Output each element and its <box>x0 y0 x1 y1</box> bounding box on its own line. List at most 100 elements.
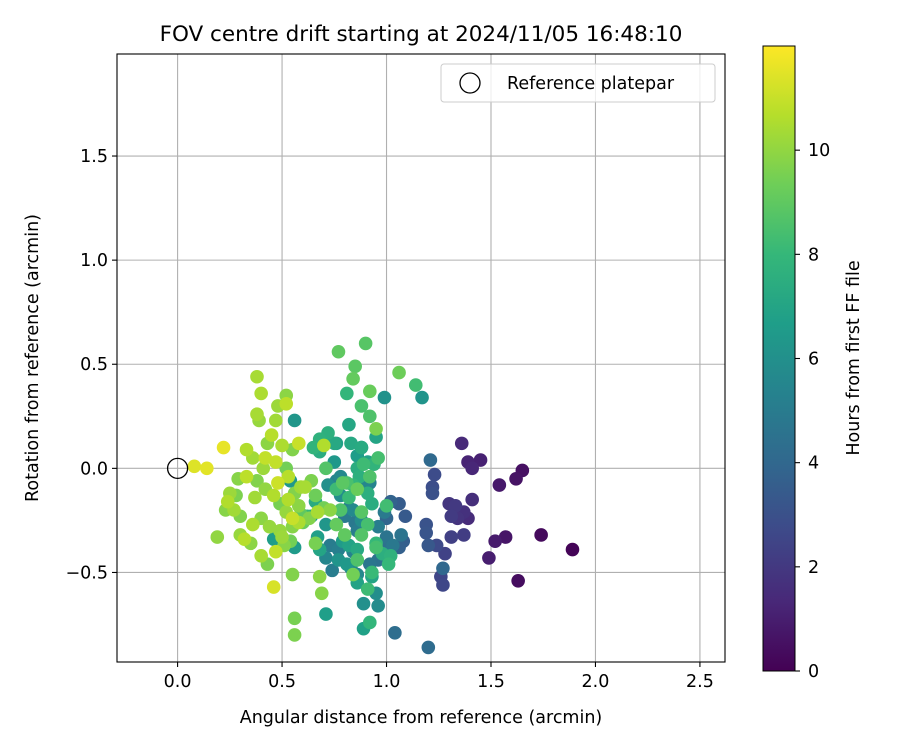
scatter-point <box>239 442 254 457</box>
scatter-point <box>392 365 406 380</box>
colorbar-tick-label: 4 <box>808 454 819 474</box>
scatter-point <box>254 386 268 401</box>
scatter-point <box>511 573 525 588</box>
scatter-point <box>271 476 285 490</box>
scatter-point <box>266 580 281 594</box>
colorbar-tick-label: 6 <box>808 350 819 370</box>
colorbar: 0 2 4 6 8 10 Hours from first FF file <box>762 45 864 682</box>
scatter-point <box>444 509 459 524</box>
scatter-point <box>369 540 383 555</box>
scatter-point <box>337 528 352 542</box>
scatter-point <box>369 421 383 436</box>
scatter-point <box>216 440 231 455</box>
scatter-point <box>333 503 348 517</box>
reference-platepar-marker <box>166 457 189 480</box>
scatter-point <box>498 530 513 544</box>
scatter-point <box>377 390 392 405</box>
x-tick-label: 2.0 <box>582 672 610 692</box>
scatter-point <box>436 578 450 592</box>
scatter-point <box>323 503 337 517</box>
scatter-point <box>381 557 396 571</box>
scatter-point <box>346 567 360 582</box>
y-tick-label: 1.5 <box>80 147 108 167</box>
scatter-point <box>358 336 373 351</box>
scatter-point <box>360 486 375 501</box>
scatter-point <box>388 626 402 640</box>
legend-label: Reference platepar <box>507 74 675 94</box>
x-tick-label: 2.5 <box>686 672 714 692</box>
scatter-point <box>492 478 507 492</box>
scatter-point <box>275 530 289 544</box>
scatter-point <box>419 526 434 540</box>
legend-marker-open-circle <box>459 72 481 94</box>
scatter-point <box>354 440 369 455</box>
scatter-point <box>340 557 354 571</box>
scatter-point <box>279 397 294 411</box>
scatter-point <box>421 538 436 553</box>
x-tick-label: 0.5 <box>268 672 296 692</box>
colorbar-tick-label: 10 <box>808 141 830 161</box>
scatter-point <box>448 499 463 513</box>
scatter-point <box>281 492 296 507</box>
scatter-point <box>350 542 365 557</box>
colorbar-ticks: 0 2 4 6 8 10 <box>795 141 830 682</box>
scatter-point <box>335 476 350 490</box>
colorbar-label: Hours from first FF file <box>844 260 864 455</box>
scatter-point <box>319 607 333 621</box>
scatter-point <box>363 409 377 424</box>
scatter-point <box>342 490 356 505</box>
scatter-point <box>298 480 312 494</box>
scatter-point <box>285 567 300 582</box>
scatter-point <box>258 451 273 465</box>
scatter-point <box>565 542 580 557</box>
colorbar-gradient <box>762 45 796 672</box>
scatter-point <box>436 561 450 576</box>
grid-lines <box>117 54 725 662</box>
y-tick-label: 1.0 <box>80 251 108 271</box>
scatter-point <box>327 436 342 451</box>
scatter-point <box>421 640 436 655</box>
scatter-point <box>363 469 377 484</box>
scatter-point <box>220 494 235 509</box>
scatter-point <box>379 499 394 513</box>
scatter-point <box>319 517 333 532</box>
scatter-point <box>319 461 333 476</box>
scatter-point <box>210 530 225 544</box>
scatter-point <box>250 474 264 488</box>
scatter-point <box>268 413 283 428</box>
scatter-point <box>371 598 385 613</box>
scatter-point <box>340 386 354 401</box>
legend-box <box>440 63 716 103</box>
scatter-point <box>262 519 277 534</box>
y-tick-label: −0.5 <box>66 563 109 583</box>
x-tick-label: 1.0 <box>373 672 401 692</box>
scatter-point <box>365 496 379 511</box>
scatter-point <box>254 549 268 563</box>
scatter-point <box>344 436 358 451</box>
scatter-point <box>423 453 438 467</box>
scatter-point <box>250 369 264 384</box>
scatter-point <box>509 471 523 486</box>
scatter-point <box>398 509 413 524</box>
scatter-point <box>425 486 440 501</box>
scatter-point <box>371 451 385 465</box>
scatter-point <box>354 505 369 519</box>
scatter-point <box>363 384 377 399</box>
scatter-point <box>239 469 254 484</box>
scatter-point <box>275 438 289 453</box>
scatter-point <box>354 528 369 542</box>
scatter-point <box>360 582 375 596</box>
scatter-point <box>308 488 323 503</box>
scatter-point <box>465 461 479 476</box>
scatter-point <box>268 455 283 469</box>
scatter-point <box>385 538 400 553</box>
scatter-point <box>256 461 271 476</box>
scatter-point <box>266 488 281 503</box>
scatter-point <box>454 436 469 451</box>
x-tick-label: 0.0 <box>164 672 192 692</box>
scatter-point <box>317 438 331 453</box>
legend: Reference platepar <box>440 63 716 103</box>
scatter-point <box>482 551 496 565</box>
